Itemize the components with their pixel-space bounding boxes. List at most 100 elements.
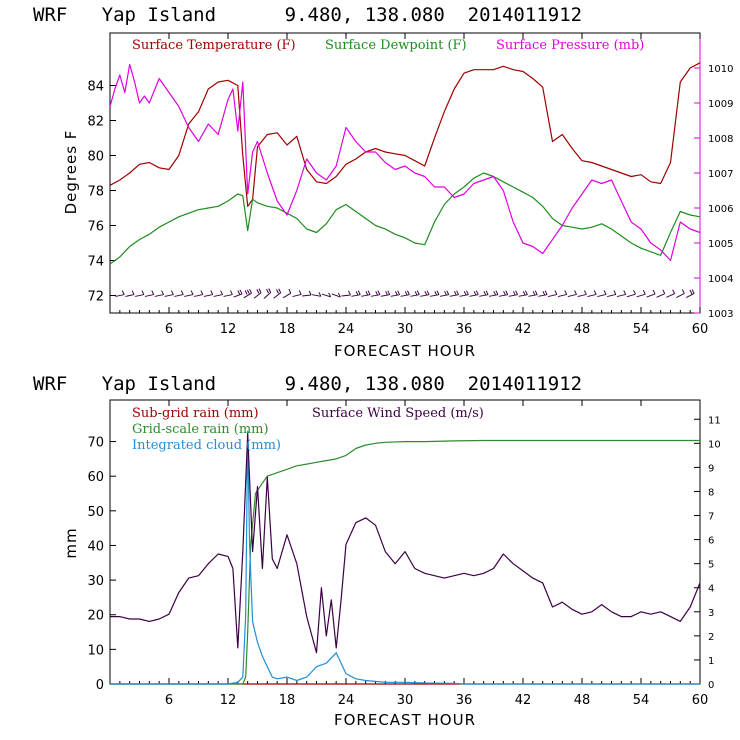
wind-barb — [538, 290, 548, 297]
wind-barb — [184, 290, 194, 297]
bottom-chart-title: WRF Yap Island 9.480, 138.080 2014011912 — [33, 373, 582, 395]
x-tick-label: 54 — [633, 693, 650, 708]
wind-barb — [636, 289, 646, 298]
series-surface-dewpoint-f — [109, 172, 701, 265]
y-tick-label: 50 — [87, 505, 104, 520]
wind-barb — [144, 290, 155, 297]
wind-barb — [626, 289, 636, 298]
x-tick-label: 12 — [220, 693, 237, 708]
wind-barb — [282, 288, 292, 299]
y-tick-label: 74 — [87, 255, 104, 270]
y2-tick-label: 0 — [708, 680, 714, 691]
x-tick-label: 36 — [456, 693, 473, 708]
top-y2-axis-ticks: 1003 1004 1005 1006 1007 1008 1009 1010 — [694, 64, 733, 320]
wind-barb — [420, 290, 430, 297]
x-tick-label: 24 — [338, 693, 355, 708]
wind-barb — [548, 290, 558, 298]
wind-barb — [508, 290, 519, 297]
y2-tick-label: 1 — [708, 656, 714, 667]
wind-barb — [676, 289, 685, 299]
x-tick-label: 18 — [279, 693, 296, 708]
x-tick-label: 24 — [338, 322, 355, 337]
y2-tick-label: 1004 — [708, 274, 733, 285]
y2-tick-label: 8 — [708, 487, 714, 498]
y2-tick-label: 1005 — [708, 239, 733, 250]
wind-barb — [361, 290, 371, 297]
top-chart-title: WRF Yap Island 9.480, 138.080 2014011912 — [33, 4, 582, 26]
x-tick-label: 12 — [220, 322, 237, 337]
y2-tick-label: 11 — [708, 415, 721, 426]
wind-barb — [518, 290, 528, 297]
y-tick-label: 82 — [87, 115, 104, 130]
y2-tick-label: 2 — [708, 632, 714, 643]
x-tick-label: 6 — [165, 322, 173, 337]
bottom-y-axis-label: mm — [62, 527, 80, 558]
series-surface-wind-speed-m-s — [110, 433, 701, 654]
y-tick-label: 0 — [96, 678, 104, 693]
wind-barb — [380, 290, 391, 297]
y2-tick-label: 9 — [708, 463, 714, 474]
wind-barb — [685, 289, 695, 299]
wind-barbs — [115, 288, 695, 299]
series-integrated-cloud-mm — [110, 430, 700, 685]
wind-barb — [567, 290, 577, 298]
wind-barb — [115, 290, 125, 297]
x-tick-label: 6 — [165, 693, 173, 708]
wind-barb — [311, 292, 322, 297]
y2-tick-label: 1009 — [708, 99, 733, 110]
x-tick-label: 54 — [633, 322, 650, 337]
y-tick-label: 60 — [87, 470, 104, 485]
series-surface-pressure-mb — [109, 63, 701, 262]
wind-barb — [193, 290, 204, 297]
wind-barb — [488, 290, 499, 297]
top-x-axis-label: FORECAST HOUR — [334, 342, 476, 360]
wind-barb — [666, 289, 676, 298]
wind-barb — [557, 290, 568, 298]
x-tick-label: 42 — [515, 693, 532, 708]
wind-barb — [449, 290, 460, 297]
wind-barb — [656, 289, 666, 298]
y-tick-label: 72 — [87, 290, 104, 305]
top-legend-dewpoint: Surface Dewpoint (F) — [325, 38, 467, 53]
wind-barb — [400, 290, 410, 297]
wind-barb — [263, 288, 272, 299]
wind-barb — [253, 288, 262, 299]
y2-tick-label: 1006 — [708, 204, 733, 215]
top-x-axis-ticks: 6 12 18 24 30 36 42 48 54 60 — [119, 33, 708, 337]
bottom-legend-subgrid-rain: Sub-grid rain (mm) — [132, 406, 259, 421]
wind-barb — [616, 290, 627, 298]
y2-tick-label: 1008 — [708, 134, 733, 145]
y2-tick-label: 1007 — [708, 169, 733, 180]
wind-barb — [273, 288, 282, 299]
wind-barb — [410, 290, 420, 297]
y2-tick-label: 1003 — [708, 309, 733, 320]
wind-barb — [390, 290, 401, 297]
wind-barb — [479, 290, 489, 297]
wind-barb — [459, 290, 469, 297]
wind-barb — [321, 292, 332, 298]
wind-barb — [125, 290, 135, 297]
y2-tick-label: 5 — [708, 560, 714, 571]
y2-tick-label: 4 — [708, 584, 714, 595]
bottom-x-axis-label: FORECAST HOUR — [334, 711, 476, 729]
wind-barb — [528, 290, 538, 297]
y2-tick-label: 6 — [708, 536, 714, 547]
wind-barb — [302, 290, 312, 297]
top-y-axis-label: Degrees F — [62, 130, 80, 215]
wind-barb — [469, 290, 479, 297]
bottom-legend-cloud: Integrated cloud (mm) — [132, 438, 281, 453]
wind-barb — [243, 288, 252, 299]
top-series-group — [109, 62, 701, 265]
wind-barb — [577, 290, 587, 298]
y-tick-label: 84 — [87, 80, 104, 95]
wind-barb — [439, 290, 450, 297]
bottom-y2-axis-ticks: 0 1 2 3 4 5 6 7 8 9 10 11 — [694, 415, 721, 691]
wind-barb — [134, 290, 145, 297]
y-tick-label: 20 — [87, 609, 104, 624]
series-grid-scale-rain-mm — [110, 439, 700, 685]
wind-barb — [213, 290, 224, 297]
x-tick-label: 30 — [397, 322, 414, 337]
y-tick-label: 70 — [87, 436, 104, 451]
wind-barb — [341, 290, 351, 297]
